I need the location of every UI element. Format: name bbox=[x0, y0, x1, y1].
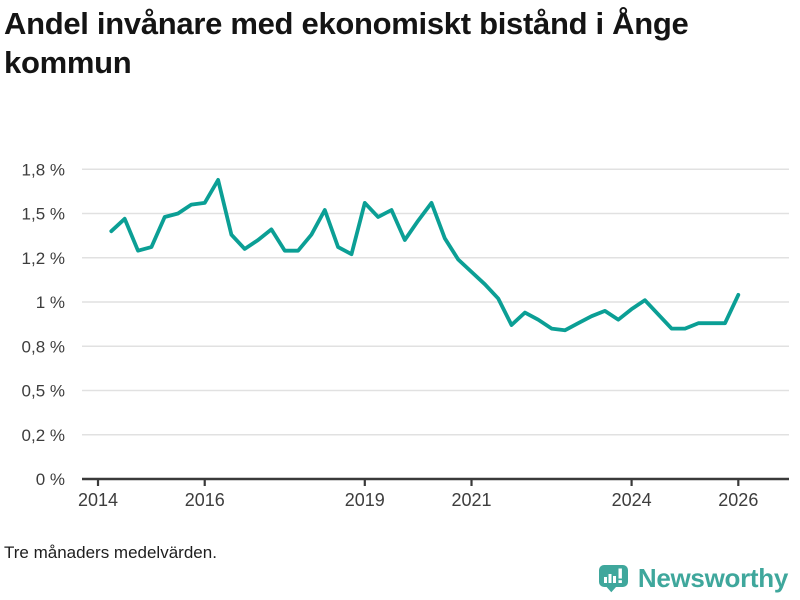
chart-title-line2: kommun bbox=[4, 45, 132, 80]
y-axis-tick-label: 0,8 % bbox=[22, 337, 65, 356]
bar-chart-speech-bubble-icon bbox=[598, 565, 628, 593]
y-axis-tick-label: 0,5 % bbox=[22, 382, 65, 401]
newsworthy-wordmark: Newsworthy bbox=[637, 563, 788, 593]
x-axis-tick-label: 2026 bbox=[718, 490, 758, 510]
y-axis-tick-label: 0,2 % bbox=[22, 426, 65, 445]
x-axis-tick-label: 2016 bbox=[185, 490, 225, 510]
x-axis-tick-label: 2019 bbox=[345, 490, 385, 510]
data-series-line bbox=[109, 177, 741, 333]
y-axis-tick-label: 1,5 % bbox=[22, 205, 65, 224]
x-axis-tick-label: 2014 bbox=[78, 490, 118, 510]
y-axis-tick-label: 1,8 % bbox=[22, 160, 65, 179]
chart-footnote: Tre månaders medelvärden. bbox=[4, 543, 217, 562]
line-chart: 0 % 0,2 % 0,5 % 0,8 % 1 % 1,2 % 1,5 % 1,8 % 2014… bbox=[22, 160, 789, 510]
chart-title-line1: Andel invånare med ekonomiskt bistånd i … bbox=[4, 6, 689, 41]
y-axis-tick-label: 1 % bbox=[36, 293, 65, 312]
chart-title: Andel invånare med ekonomiskt bistånd i … bbox=[4, 4, 796, 82]
x-axis-tick-label: 2024 bbox=[612, 490, 652, 510]
y-axis-tick-label: 1,2 % bbox=[22, 249, 65, 268]
x-axis-tick-label: 2021 bbox=[451, 490, 491, 510]
newsworthy-logo: Newsworthy bbox=[598, 563, 788, 594]
y-axis-tick-label: 0 % bbox=[36, 470, 65, 489]
